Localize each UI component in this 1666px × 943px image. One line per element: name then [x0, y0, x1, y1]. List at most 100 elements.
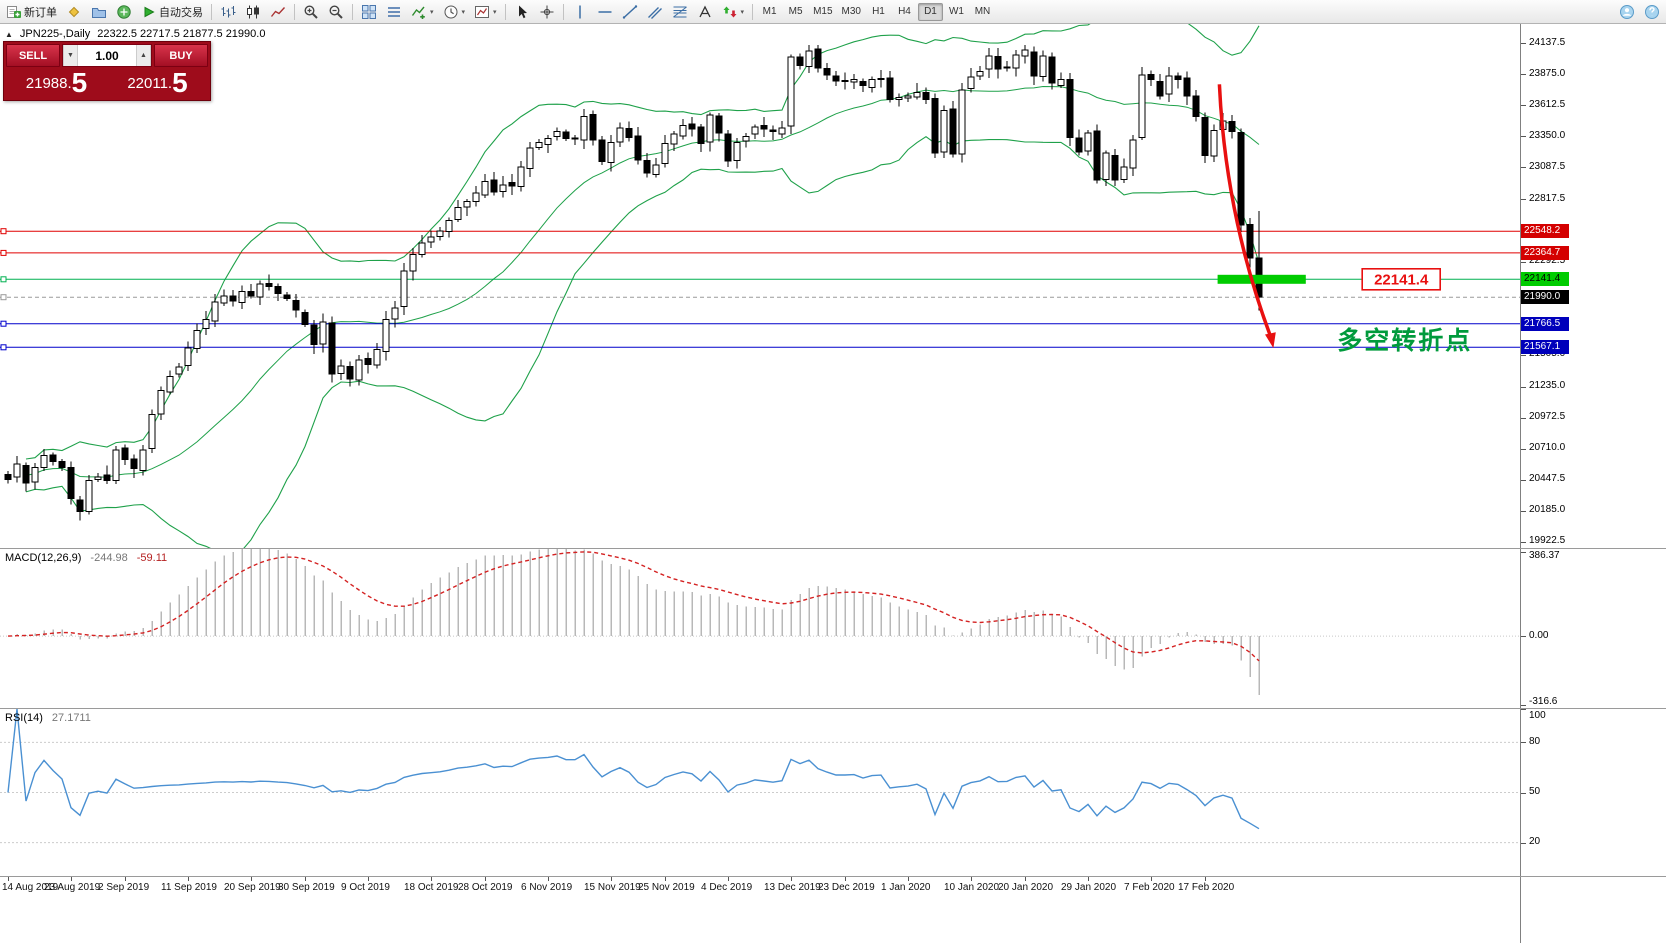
- line-anchor-marker[interactable]: [0, 249, 7, 256]
- axis-label: 23350.0: [1529, 129, 1566, 141]
- axis-tick: [1521, 705, 1526, 707]
- timeframe-d1-button[interactable]: D1: [917, 2, 943, 21]
- axis-label: 23612.5: [1529, 98, 1566, 110]
- volume-decrease-button[interactable]: ▼: [63, 45, 78, 66]
- fibonacci-icon: [672, 6, 687, 17]
- macd-signal-line: [7, 551, 1260, 662]
- volume-increase-button[interactable]: ▲: [136, 45, 151, 66]
- community-button[interactable]: [1615, 2, 1639, 22]
- chart-symbol-period: JPN225-,Daily: [19, 28, 91, 40]
- arrows-button[interactable]: ▾: [718, 2, 749, 22]
- note-text[interactable]: 多空转折点: [1337, 326, 1472, 355]
- macd-main-value: -244.98: [90, 552, 128, 564]
- line-anchor-marker[interactable]: [0, 276, 7, 283]
- bollinger-lower-band: [25, 136, 1260, 548]
- timeframe-h4-button[interactable]: H4: [892, 3, 917, 21]
- auto-trading-button[interactable]: 自动交易: [137, 2, 207, 22]
- timeframe-w1-button[interactable]: W1: [944, 3, 969, 21]
- date-label: 23 Dec 2019: [818, 882, 875, 893]
- time-tick: [548, 877, 549, 881]
- tile-windows-button[interactable]: [357, 2, 381, 22]
- timeframe-m15-button[interactable]: M15: [809, 3, 836, 21]
- rsi-pane[interactable]: RSI(14) 27.1711: [0, 709, 1520, 876]
- price-axis[interactable]: 24137.5 23875.0 23612.5 23350.0 23087.5 22817…: [1520, 24, 1666, 943]
- vertical-line-button[interactable]: [568, 2, 592, 22]
- new-order-button[interactable]: 新订单: [2, 2, 61, 22]
- rsi-canvas[interactable]: [0, 709, 1520, 876]
- sell-price: 21988. 5: [25, 67, 88, 98]
- macd-canvas[interactable]: [0, 549, 1520, 708]
- axis-label: 20: [1529, 836, 1541, 848]
- buy-button[interactable]: BUY: [154, 44, 208, 67]
- time-tick: [908, 877, 909, 881]
- pane-divider[interactable]: [0, 876, 1666, 877]
- date-label: 9 Oct 2019: [341, 882, 390, 893]
- timeframe-m1-button[interactable]: M1: [757, 3, 782, 21]
- horizontal-line-button[interactable]: [593, 2, 617, 22]
- channel-button[interactable]: [643, 2, 667, 22]
- zoom-in-button[interactable]: [299, 2, 323, 22]
- time-tick: [251, 877, 252, 881]
- help-button[interactable]: [1640, 2, 1664, 22]
- profiles-button[interactable]: [87, 2, 111, 22]
- pane-divider[interactable]: [0, 708, 1666, 709]
- one-click-trading-panel: SELL ▼ ▲ BUY 21988.5 22011.5: [3, 41, 211, 101]
- timeframe-m30-button[interactable]: M30: [838, 3, 865, 21]
- price-tag: 21567.1: [1521, 340, 1569, 355]
- crosshair-button[interactable]: [535, 2, 559, 22]
- indicators-icon: [411, 6, 425, 19]
- time-tick: [485, 877, 486, 881]
- chevron-down-icon: ▾: [493, 8, 497, 16]
- tile-windows-icon: [362, 4, 376, 19]
- pane-divider[interactable]: [0, 548, 1666, 549]
- hline-icon: [598, 10, 612, 13]
- date-label: 2 Sep 2019: [98, 882, 150, 893]
- bar-chart-button[interactable]: [216, 2, 240, 22]
- macd-histogram: [16, 549, 1260, 695]
- chevron-down-icon: ▾: [461, 8, 466, 16]
- data-window-button[interactable]: [112, 2, 136, 22]
- arrange-windows-button[interactable]: [382, 2, 406, 22]
- templates-button[interactable]: ▾: [470, 2, 501, 22]
- macd-pane[interactable]: MACD(12,26,9) -244.98 -59.11: [0, 549, 1520, 708]
- fibonacci-button[interactable]: [668, 2, 692, 22]
- channel-icon: [647, 6, 662, 19]
- axis-label: 386.37: [1529, 550, 1560, 561]
- line-anchor-marker[interactable]: [0, 228, 7, 235]
- zoom-out-button[interactable]: [324, 2, 348, 22]
- line-anchor-marker[interactable]: [0, 320, 7, 327]
- main-chart-pane[interactable]: 22141.4 多空转折点 ▲ JPN225-,Daily 22322.5 227…: [0, 24, 1520, 548]
- line-chart-button[interactable]: [266, 2, 290, 22]
- axis-tick: [1521, 552, 1526, 553]
- price-chart-canvas[interactable]: 22141.4 多空转折点: [0, 24, 1520, 548]
- sell-button[interactable]: SELL: [6, 44, 60, 67]
- trendline-button[interactable]: [618, 2, 642, 22]
- community-icon: [1620, 4, 1634, 19]
- axis-label: 20185.0: [1529, 504, 1566, 516]
- toolbar-separator: [752, 3, 754, 20]
- axis-tick: [1521, 510, 1526, 512]
- candlestick-button[interactable]: [241, 2, 265, 22]
- trend-arrow[interactable]: [1217, 84, 1274, 340]
- cursor-button[interactable]: [510, 2, 534, 22]
- periods-button[interactable]: ▾: [439, 2, 470, 22]
- indicators-button[interactable]: ▾: [407, 2, 438, 22]
- volume-input[interactable]: [78, 45, 136, 66]
- market-watch-button[interactable]: [62, 2, 86, 22]
- time-axis[interactable]: 14 Aug 2019 23 Aug 2019 2 Sep 2019 11 Sep 2…: [0, 877, 1520, 943]
- chart-ohlc-header: ▲ JPN225-,Daily 22322.5 22717.5 21877.5 …: [5, 28, 265, 40]
- price-tag: 21766.5: [1521, 316, 1569, 331]
- trendline-icon: [622, 4, 637, 19]
- line-anchor-marker[interactable]: [0, 344, 7, 351]
- timeframe-mn-button[interactable]: MN: [970, 3, 995, 21]
- price-callout-box[interactable]: [1361, 268, 1441, 291]
- timeframe-m5-button[interactable]: M5: [783, 3, 808, 21]
- date-label: 6 Nov 2019: [521, 882, 573, 893]
- axis-label: 0.00: [1529, 629, 1549, 641]
- text-button[interactable]: [693, 2, 717, 22]
- trade-panel-toggle-icon[interactable]: ▲: [5, 29, 13, 39]
- timeframe-h1-button[interactable]: H1: [866, 3, 891, 21]
- macd-signal-value: -59.11: [136, 552, 168, 564]
- line-anchor-marker[interactable]: [0, 294, 7, 301]
- highlight-segment[interactable]: [1217, 274, 1306, 284]
